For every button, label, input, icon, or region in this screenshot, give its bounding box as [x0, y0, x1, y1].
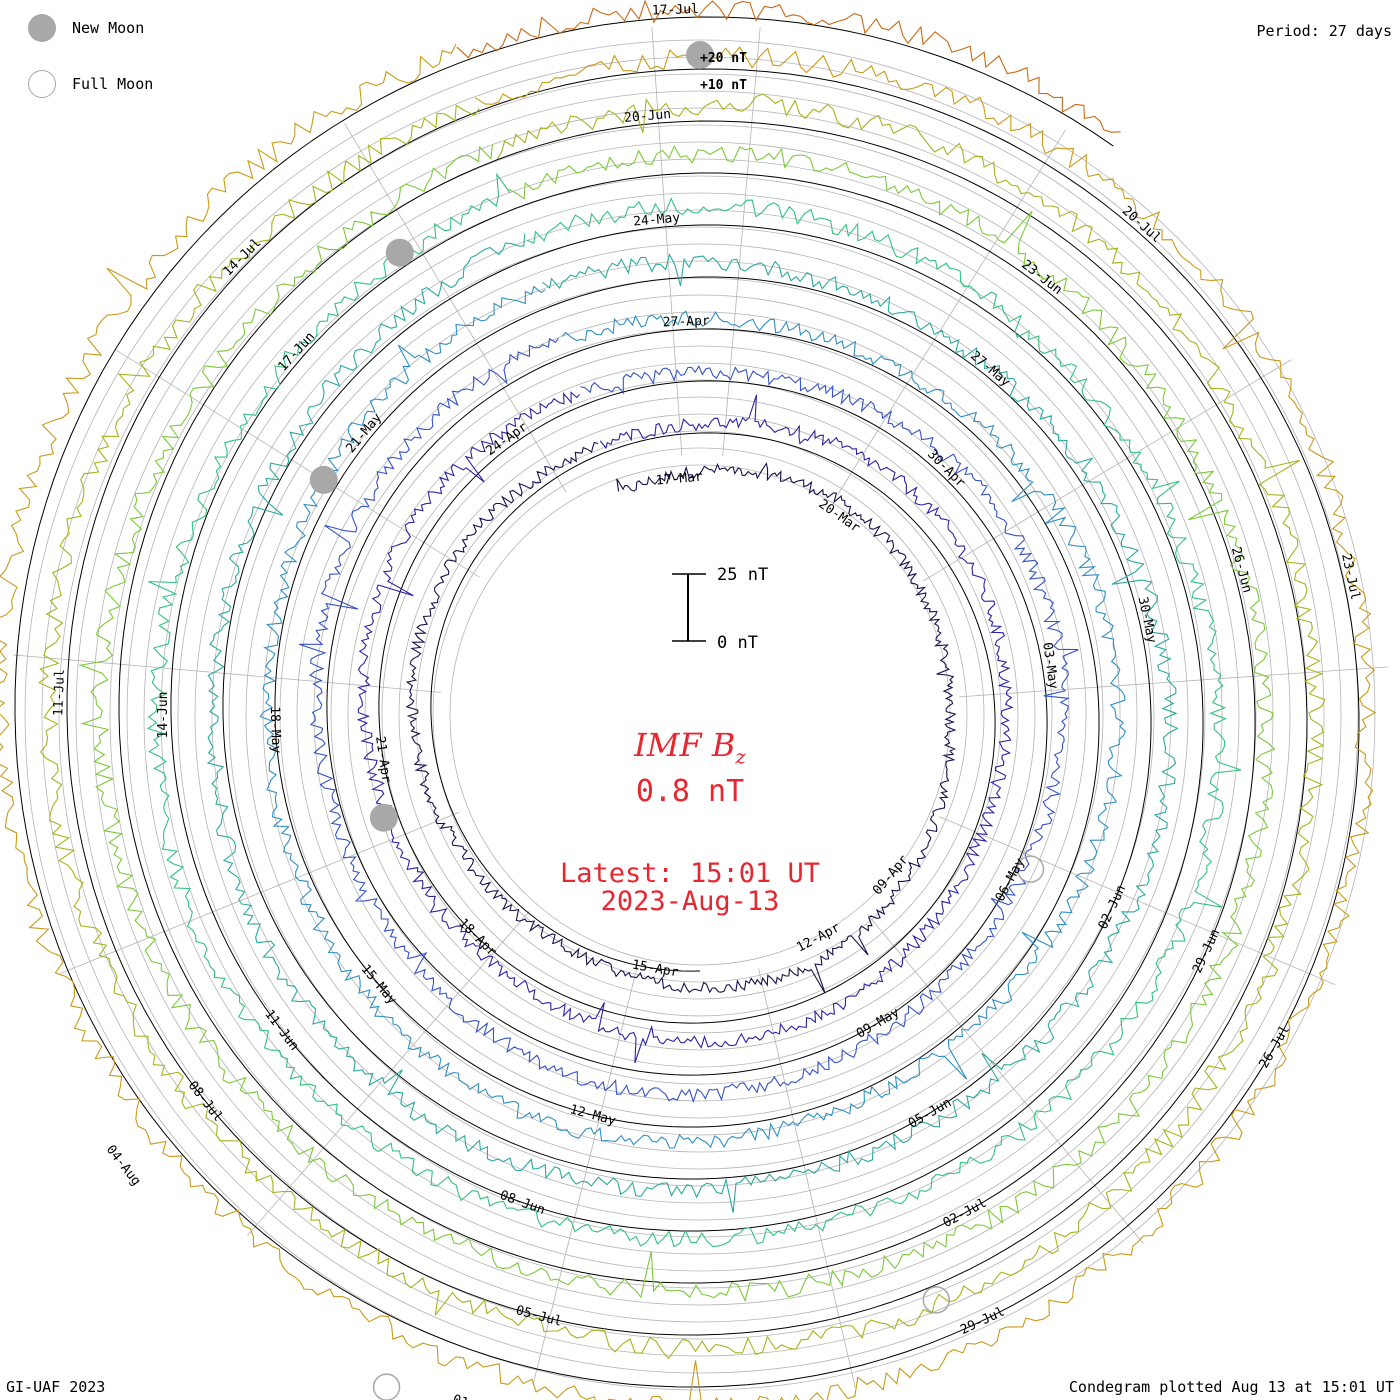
- grid-circle: [330, 345, 1070, 1085]
- ring-scale-label-10: +10 nT: [700, 78, 747, 93]
- series-line-0: [405, 441, 957, 994]
- date-label: 20-Jun: [624, 107, 672, 126]
- grid-spoke: [344, 123, 567, 493]
- grid-circle: [228, 243, 1172, 1187]
- date-label: 01-Aug: [451, 1392, 500, 1400]
- date-label: 23-Jun: [1019, 257, 1065, 298]
- grid-spoke: [247, 910, 530, 1237]
- chart-title-main: IMF B: [634, 726, 736, 764]
- date-label: 17-Jul: [652, 2, 699, 19]
- date-label: 30-Apr: [924, 447, 968, 491]
- date-label: 24-May: [633, 211, 681, 230]
- new-moon-marker: [385, 238, 414, 267]
- grid-circle: [347, 362, 1053, 1068]
- grid-layer: [12, 16, 1389, 1391]
- series-line-3: [259, 285, 1127, 1149]
- date-label: 27-Apr: [663, 314, 711, 331]
- grid-circle: [415, 430, 985, 1000]
- grid-spoke: [114, 349, 480, 578]
- moon-layer: [309, 41, 1045, 1400]
- series-line-2: [299, 337, 1079, 1104]
- date-label: 20-Jul: [1119, 204, 1164, 247]
- footer-plot-time: Condegram plotted Aug 13 at 15:01 UT: [1068, 1378, 1394, 1396]
- date-label: 21-Apr: [372, 735, 393, 784]
- grid-circle: [262, 277, 1138, 1153]
- new-moon-icon: [28, 14, 56, 42]
- date-label: 17-Jun: [276, 329, 319, 374]
- full-moon-marker: [1016, 855, 1045, 883]
- grid-circle: [279, 294, 1121, 1136]
- grid-spoke: [922, 359, 1292, 582]
- latest-time: Latest: 15:01 UT: [559, 858, 821, 889]
- full-moon-icon: [28, 70, 56, 98]
- scale-bar-top-label: 25 nT: [717, 565, 768, 585]
- series-line-1: [356, 391, 1014, 1064]
- grid-spoke: [12, 654, 442, 693]
- new-moon-marker: [686, 41, 714, 69]
- grid-circle: [432, 447, 968, 983]
- date-label: 11-Jul: [51, 669, 68, 716]
- grid-circle: [245, 260, 1155, 1170]
- series-line-7: [38, 93, 1326, 1360]
- chart-title: IMF Bz: [490, 726, 890, 768]
- date-label: 05-Jul: [514, 1303, 563, 1330]
- grid-circle: [449, 464, 951, 966]
- scale-bar-bottom-label: 0 nT: [717, 633, 758, 653]
- grid-circle: [160, 175, 1240, 1255]
- date-label: 29-Jun: [1190, 927, 1223, 976]
- date-label: 15-May: [358, 962, 400, 1008]
- full-moon-marker: [922, 1286, 951, 1314]
- date-label: 18-May: [267, 706, 284, 754]
- date-label: 17-Mar: [655, 470, 703, 489]
- period-label: Period: 27 days: [1256, 22, 1392, 40]
- date-label: 12-May: [568, 1102, 617, 1129]
- full-moon-marker: [372, 1373, 401, 1400]
- grid-spoke: [532, 967, 638, 1385]
- series-line-6: [78, 144, 1276, 1303]
- ring-scale-label-20: +20 nT: [700, 51, 747, 66]
- series-line-5: [146, 172, 1242, 1248]
- grid-spoke: [837, 129, 1066, 495]
- series-line-4: [206, 233, 1179, 1213]
- date-label: 23-Jul: [1338, 552, 1362, 601]
- series-line-8: [0, 43, 1377, 1400]
- date-label: 09-May: [854, 1005, 902, 1042]
- date-label: 14-Jun: [156, 692, 171, 739]
- legend-new-moon: New Moon: [28, 14, 144, 42]
- grid-spoke: [651, 26, 683, 456]
- date-label: 03-May: [1039, 642, 1060, 691]
- scale-bar: 25 nT 0 nT: [672, 565, 768, 653]
- grid-circle: [194, 209, 1206, 1221]
- full-moon-label: Full Moon: [72, 75, 154, 93]
- new-moon-marker: [309, 465, 338, 494]
- chart-title-sub: z: [735, 744, 746, 769]
- latest-date: 2023-Aug-13: [600, 886, 780, 917]
- grid-spoke: [866, 913, 1144, 1244]
- date-label: 04-Aug: [103, 1143, 144, 1189]
- new-moon-marker: [369, 803, 398, 832]
- date-label: 15-Apr: [631, 958, 680, 981]
- grid-circle: [313, 328, 1087, 1102]
- footer-credit: GI-UAF 2023: [6, 1378, 106, 1396]
- date-label: 27-May: [967, 348, 1013, 390]
- date-label: 26-Jun: [1228, 545, 1255, 594]
- current-value: 0.8 nT: [635, 774, 745, 809]
- legend-full-moon: Full Moon: [28, 70, 153, 98]
- date-label: 20-Mar: [816, 497, 863, 536]
- grid-circle: [143, 158, 1257, 1272]
- series-line-9: [456, 0, 1121, 133]
- date-label: 08-Jun: [498, 1188, 547, 1218]
- grid-circle: [58, 73, 1342, 1357]
- grid-circle: [398, 413, 1002, 1017]
- grid-circle: [296, 311, 1104, 1119]
- grid-circle: [381, 396, 1019, 1034]
- grid-circle: [211, 226, 1189, 1204]
- date-label: 12-Apr: [794, 920, 843, 955]
- grid-circle: [75, 90, 1325, 1340]
- grid-circle: [109, 124, 1291, 1306]
- new-moon-label: New Moon: [72, 19, 145, 37]
- spiral-baseline: [14, 16, 1360, 1388]
